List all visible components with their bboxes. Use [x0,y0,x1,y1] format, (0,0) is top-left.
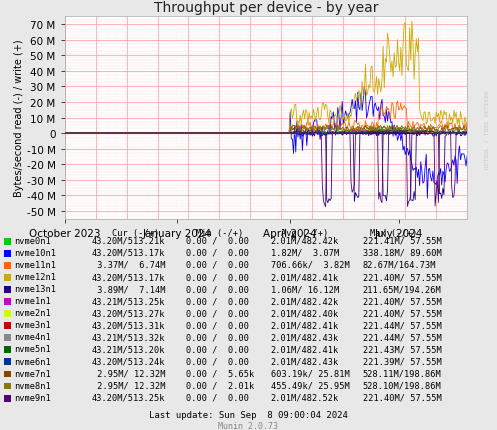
Text: 2.01M/482.42k: 2.01M/482.42k [271,237,339,245]
Text: Munin 2.0.73: Munin 2.0.73 [219,421,278,430]
Text: 455.49k/ 25.95M: 455.49k/ 25.95M [271,381,349,390]
Text: 2.95M/ 12.32M: 2.95M/ 12.32M [92,381,166,390]
Text: 43.20M/513.17k: 43.20M/513.17k [92,273,166,281]
Text: 2.01M/482.41k: 2.01M/482.41k [271,321,339,329]
Text: 221.43M/ 57.55M: 221.43M/ 57.55M [363,345,441,353]
Text: nvme11n1: nvme11n1 [14,261,56,269]
Text: 0.00 /  0.00: 0.00 / 0.00 [186,393,249,402]
Text: 43.21M/513.32k: 43.21M/513.32k [92,333,166,341]
Text: 221.40M/ 57.55M: 221.40M/ 57.55M [363,273,441,281]
Text: nvme13n1: nvme13n1 [14,285,56,293]
Text: 0.00 /  0.00: 0.00 / 0.00 [186,237,249,245]
Text: 43.20M/513.21k: 43.20M/513.21k [92,237,166,245]
Text: Cur (-/+): Cur (-/+) [112,229,159,238]
Text: 43.20M/513.31k: 43.20M/513.31k [92,321,166,329]
Text: 0.00 /  0.00: 0.00 / 0.00 [186,321,249,329]
Y-axis label: Bytes/second read (-) / write (+): Bytes/second read (-) / write (+) [14,40,24,197]
Text: 706.66k/  3.82M: 706.66k/ 3.82M [271,261,349,269]
Text: 0.00 /  5.65k: 0.00 / 5.65k [186,369,254,378]
Text: 2.01M/482.43k: 2.01M/482.43k [271,333,339,341]
Text: Max (-/+): Max (-/+) [370,229,417,238]
Text: 221.40M/ 57.55M: 221.40M/ 57.55M [363,393,441,402]
Text: 2.01M/482.41k: 2.01M/482.41k [271,345,339,353]
Text: 43.21M/513.25k: 43.21M/513.25k [92,297,166,305]
Text: Avg (-/+): Avg (-/+) [281,229,328,238]
Text: 2.01M/482.40k: 2.01M/482.40k [271,309,339,317]
Text: 2.01M/482.43k: 2.01M/482.43k [271,357,339,366]
Text: 43.20M/513.25k: 43.20M/513.25k [92,393,166,402]
Text: Min (-/+): Min (-/+) [196,229,244,238]
Text: nvme4n1: nvme4n1 [14,333,51,341]
Text: 211.65M/194.26M: 211.65M/194.26M [363,285,441,293]
Text: nvme8n1: nvme8n1 [14,381,51,390]
Text: 0.00 /  0.00: 0.00 / 0.00 [186,297,249,305]
Text: 1.82M/  3.07M: 1.82M/ 3.07M [271,249,339,257]
Text: Last update: Sun Sep  8 09:00:04 2024: Last update: Sun Sep 8 09:00:04 2024 [149,410,348,419]
Text: 528.10M/198.86M: 528.10M/198.86M [363,381,441,390]
Text: 0.00 /  2.01k: 0.00 / 2.01k [186,381,254,390]
Text: 0.00 /  0.00: 0.00 / 0.00 [186,249,249,257]
Text: nvme9n1: nvme9n1 [14,393,51,402]
Text: RDTOOL / TOBI OETIKER: RDTOOL / TOBI OETIKER [485,90,490,168]
Text: 2.01M/482.52k: 2.01M/482.52k [271,393,339,402]
Text: 0.00 /  0.00: 0.00 / 0.00 [186,345,249,353]
Text: 43.21M/513.20k: 43.21M/513.20k [92,345,166,353]
Text: 2.01M/482.41k: 2.01M/482.41k [271,273,339,281]
Text: 0.00 /  0.00: 0.00 / 0.00 [186,357,249,366]
Text: 43.20M/513.27k: 43.20M/513.27k [92,309,166,317]
Text: nvme3n1: nvme3n1 [14,321,51,329]
Text: 43.20M/513.24k: 43.20M/513.24k [92,357,166,366]
Text: 221.44M/ 57.55M: 221.44M/ 57.55M [363,333,441,341]
Text: 221.44M/ 57.55M: 221.44M/ 57.55M [363,321,441,329]
Text: 221.40M/ 57.55M: 221.40M/ 57.55M [363,297,441,305]
Text: 43.20M/513.17k: 43.20M/513.17k [92,249,166,257]
Text: nvme7n1: nvme7n1 [14,369,51,378]
Text: 0.00 /  0.00: 0.00 / 0.00 [186,309,249,317]
Text: 603.19k/ 25.81M: 603.19k/ 25.81M [271,369,349,378]
Text: 0.00 /  0.00: 0.00 / 0.00 [186,285,249,293]
Text: 0.00 /  0.00: 0.00 / 0.00 [186,333,249,341]
Text: 338.18M/ 89.60M: 338.18M/ 89.60M [363,249,441,257]
Text: 221.41M/ 57.55M: 221.41M/ 57.55M [363,237,441,245]
Text: nvme12n1: nvme12n1 [14,273,56,281]
Text: nvme6n1: nvme6n1 [14,357,51,366]
Text: 528.11M/198.86M: 528.11M/198.86M [363,369,441,378]
Text: 2.01M/482.42k: 2.01M/482.42k [271,297,339,305]
Text: nvme2n1: nvme2n1 [14,309,51,317]
Text: 1.06M/ 16.12M: 1.06M/ 16.12M [271,285,339,293]
Text: 82.67M/164.73M: 82.67M/164.73M [363,261,436,269]
Text: 221.40M/ 57.55M: 221.40M/ 57.55M [363,309,441,317]
Text: 0.00 /  0.00: 0.00 / 0.00 [186,261,249,269]
Text: 221.39M/ 57.55M: 221.39M/ 57.55M [363,357,441,366]
Text: 0.00 /  0.00: 0.00 / 0.00 [186,273,249,281]
Text: 3.37M/  6.74M: 3.37M/ 6.74M [92,261,166,269]
Text: 3.89M/  7.14M: 3.89M/ 7.14M [92,285,166,293]
Text: nvme5n1: nvme5n1 [14,345,51,353]
Text: nvme1n1: nvme1n1 [14,297,51,305]
Text: nvme10n1: nvme10n1 [14,249,56,257]
Text: nvme0n1: nvme0n1 [14,237,51,245]
Text: 2.95M/ 12.32M: 2.95M/ 12.32M [92,369,166,378]
Title: Throughput per device - by year: Throughput per device - by year [154,1,378,15]
